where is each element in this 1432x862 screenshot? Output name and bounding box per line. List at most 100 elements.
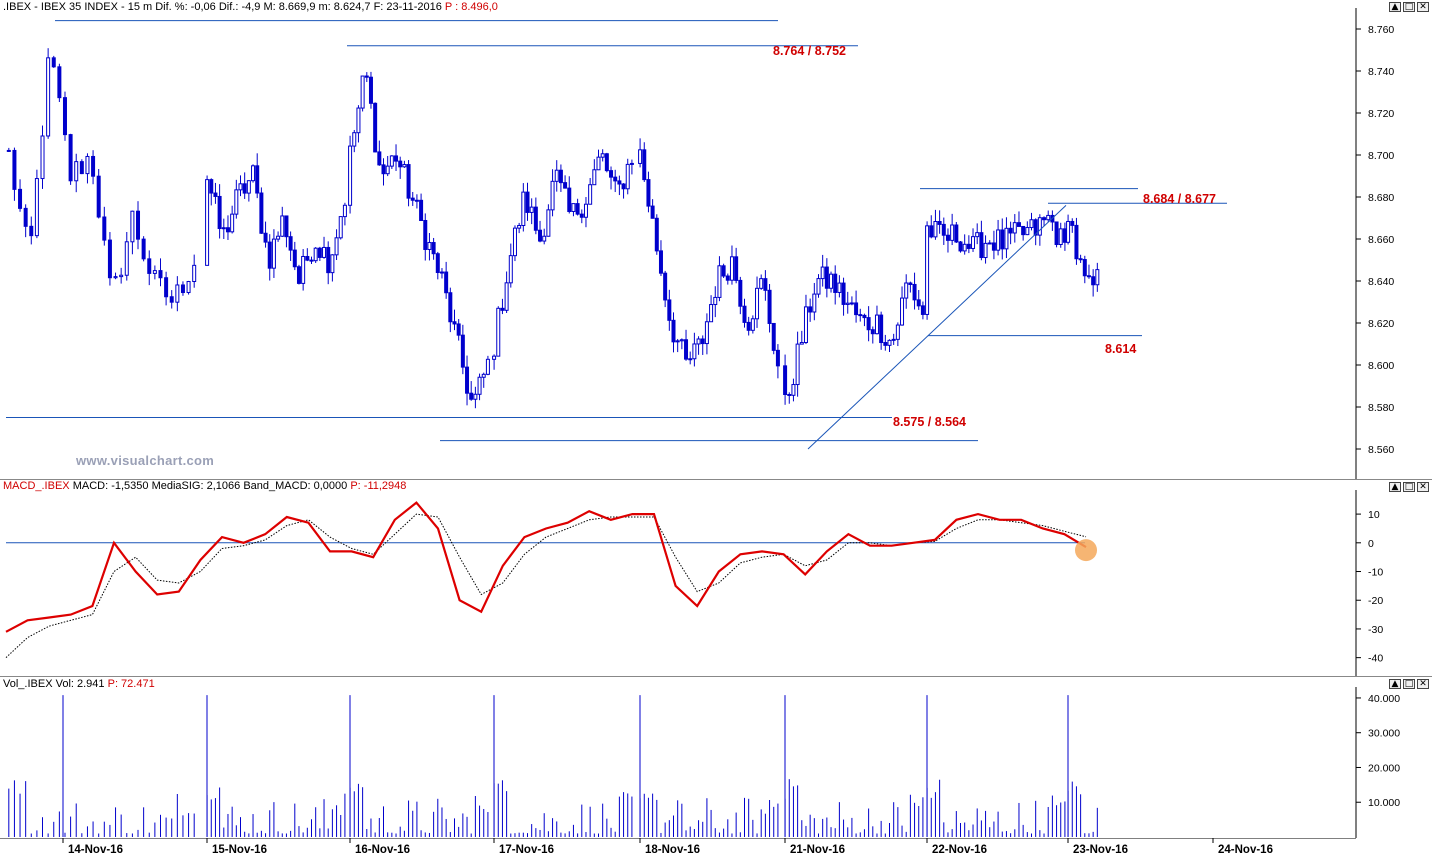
price-y-tick-label: 8.580 <box>1368 402 1394 414</box>
price-candle <box>979 232 984 259</box>
price-candle <box>85 155 90 175</box>
restore-icon[interactable]: □ <box>1403 2 1415 12</box>
price-candle <box>338 216 343 239</box>
pane-divider[interactable] <box>0 676 1432 677</box>
price-candle <box>1042 217 1047 221</box>
macd-pane[interactable]: 10 0 -10 -20 -30 -40 MACD_.IBEX MACD: -1,5350… <box>0 480 1432 677</box>
price-candle <box>908 282 913 285</box>
price-candle <box>444 271 449 294</box>
x-tick-label: 24-Nov-16 <box>1218 844 1273 856</box>
price-candle <box>820 266 825 280</box>
price-candle <box>406 164 411 199</box>
price-candle <box>267 241 272 269</box>
price-candle <box>829 273 834 289</box>
price-candle <box>186 281 191 294</box>
price-y-tick-label: 8.720 <box>1368 108 1394 120</box>
price-dif-pct: Dif. %: -0,06 <box>155 1 216 13</box>
close-icon[interactable]: ✕ <box>1417 679 1429 689</box>
maximize-up-icon[interactable]: ▲ <box>1389 482 1401 492</box>
close-icon[interactable]: ✕ <box>1417 482 1429 492</box>
price-candle <box>692 343 697 360</box>
close-icon[interactable]: ✕ <box>1417 2 1429 12</box>
price-candle <box>791 384 796 396</box>
price-candle <box>808 306 813 313</box>
price-candle <box>874 314 879 335</box>
volume-pane[interactable]: 40.000 30.000 20.000 10.000 Vol_.IBEX Vol: … <box>0 677 1432 838</box>
price-candle <box>759 278 764 289</box>
price-candle <box>402 164 407 168</box>
price-candle <box>1058 228 1063 246</box>
price-candle <box>1086 275 1091 278</box>
volume-last: P: 72.471 <box>107 678 155 690</box>
price-chart[interactable]: 8.760 8.740 8.720 8.700 8.680 8.660 8.640 8.620… <box>0 0 1432 480</box>
price-candle <box>292 249 297 268</box>
price-candle <box>533 206 538 231</box>
price-candle <box>525 191 530 213</box>
price-candle <box>679 339 684 342</box>
restore-icon[interactable]: □ <box>1403 679 1415 689</box>
macd-y-tick-label: -20 <box>1368 595 1383 607</box>
price-candle <box>452 321 457 325</box>
price-candle <box>941 223 946 236</box>
price-candle <box>592 169 597 186</box>
price-candle <box>368 76 373 104</box>
price-candle <box>1070 220 1075 226</box>
price-candle <box>895 324 900 340</box>
pane-divider[interactable] <box>0 479 1432 480</box>
x-tick-label: 18-Nov-16 <box>645 844 700 856</box>
time-axis-svg: 14-Nov-16 15-Nov-16 16-Nov-16 17-Nov-16 18-N… <box>0 837 1356 856</box>
price-y-tick-label: 8.660 <box>1368 234 1394 246</box>
price-candle <box>419 199 424 222</box>
macd-last-marker <box>1075 539 1097 562</box>
price-candle <box>309 259 314 262</box>
price-candle <box>322 246 327 258</box>
price-candle <box>342 204 347 218</box>
price-candle <box>12 149 17 190</box>
maximize-up-icon[interactable]: ▲ <box>1389 679 1401 689</box>
price-last: P : 8.496,0 <box>444 1 498 13</box>
maximize-up-icon[interactable]: ▲ <box>1389 2 1401 12</box>
macd-window-buttons: ▲ □ ✕ <box>1389 482 1429 492</box>
price-candle <box>742 305 747 323</box>
price-candle <box>175 284 180 303</box>
price-candle <box>217 195 222 229</box>
price-candle <box>1078 258 1083 261</box>
restore-icon[interactable]: □ <box>1403 482 1415 492</box>
price-candle <box>962 243 967 252</box>
price-candle <box>954 224 959 243</box>
macd-chart[interactable]: 10 0 -10 -20 -30 -40 <box>0 480 1432 677</box>
price-candle <box>296 266 301 284</box>
price-candle <box>983 242 988 259</box>
price-candle <box>870 329 875 335</box>
price-candle <box>364 75 369 78</box>
price-pane[interactable]: 8.760 8.740 8.720 8.700 8.680 8.660 8.640 8.620… <box>0 0 1432 480</box>
price-candle <box>1025 227 1030 236</box>
price-candle <box>613 176 618 182</box>
price-candle <box>230 213 235 233</box>
price-min: m: 8.624,7 <box>318 1 371 13</box>
price-candle <box>996 229 1001 251</box>
price-candle <box>920 305 925 315</box>
price-candle <box>866 317 871 331</box>
price-candle <box>563 182 568 189</box>
price-candle <box>833 273 838 293</box>
price-candle <box>713 296 718 306</box>
price-candle <box>492 355 497 360</box>
time-axis[interactable]: 14-Nov-16 15-Nov-16 16-Nov-16 17-Nov-16 18-N… <box>0 837 1432 857</box>
price-trendline <box>807 205 1067 450</box>
price-y-tick-label: 8.700 <box>1368 150 1394 162</box>
price-candle <box>91 155 96 177</box>
price-candle <box>512 227 517 257</box>
volume-chart[interactable]: 40.000 30.000 20.000 10.000 <box>0 677 1432 838</box>
price-candle <box>734 256 739 281</box>
price-candle <box>883 342 888 346</box>
price-candle <box>567 187 572 212</box>
price-candle <box>775 349 780 367</box>
price-candle <box>638 149 643 164</box>
price-candle <box>642 149 647 181</box>
price-candle <box>521 191 526 227</box>
price-candle <box>663 272 668 301</box>
price-candle <box>213 192 218 197</box>
price-candle <box>284 215 289 238</box>
price-candle <box>841 282 846 305</box>
